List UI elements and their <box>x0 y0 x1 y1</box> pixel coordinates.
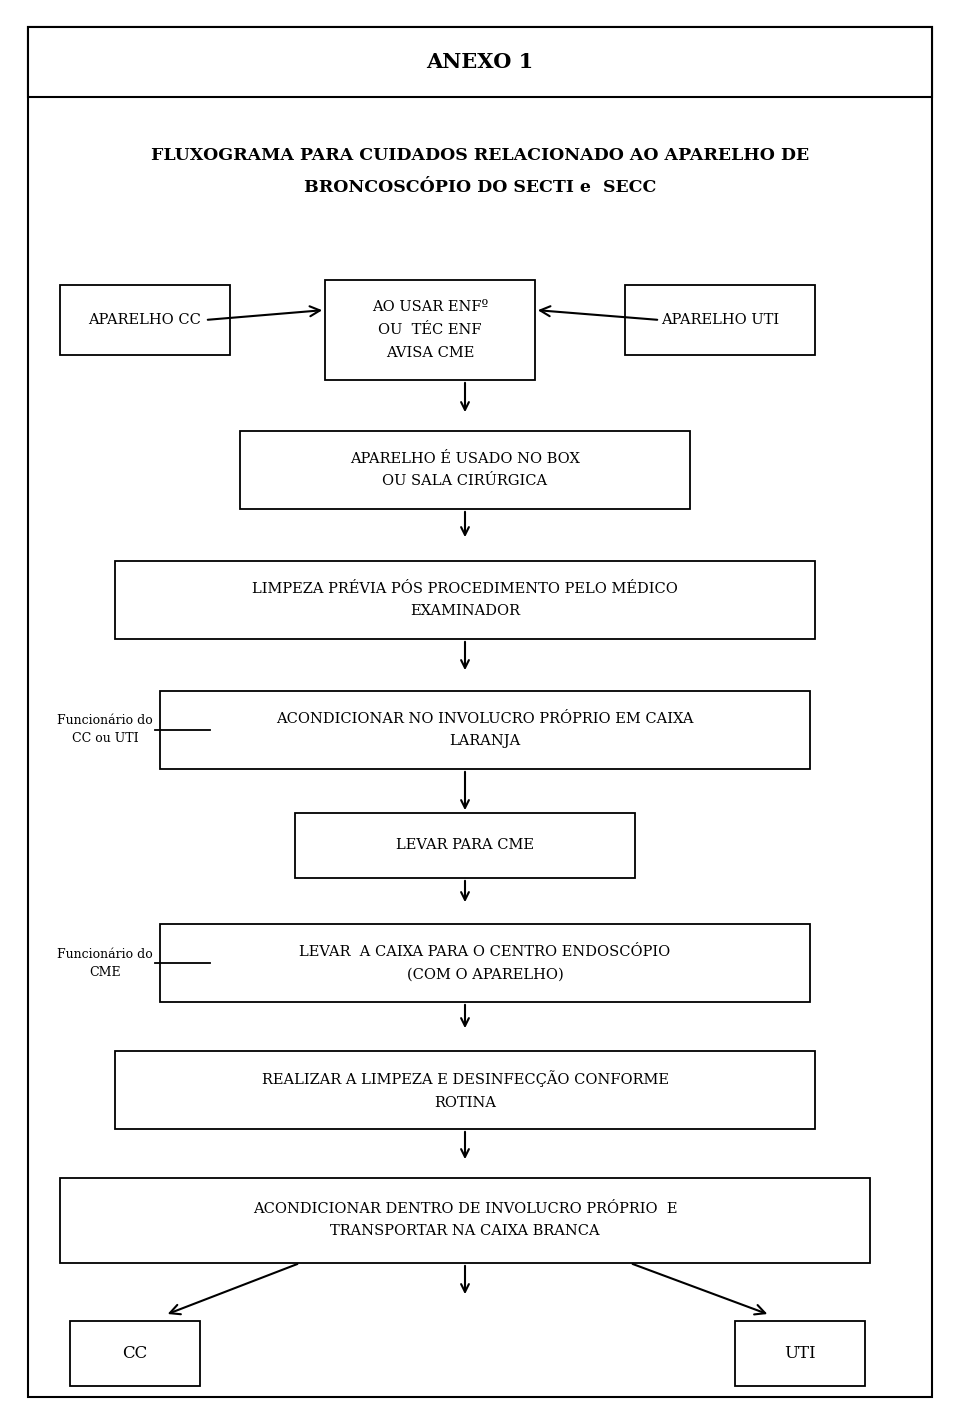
Text: BRONCOSCÓPIO DO SECTI e  SECC: BRONCOSCÓPIO DO SECTI e SECC <box>303 178 657 195</box>
Bar <box>70 1321 200 1385</box>
Bar <box>160 691 810 770</box>
Bar <box>28 27 932 97</box>
Bar <box>240 430 690 509</box>
Text: REALIZAR A LIMPEZA E DESINFECÇÃO CONFORME
ROTINA: REALIZAR A LIMPEZA E DESINFECÇÃO CONFORM… <box>261 1070 668 1110</box>
Text: APARELHO É USADO NO BOX
OU SALA CIRÚRGICA: APARELHO É USADO NO BOX OU SALA CIRÚRGIC… <box>350 452 580 489</box>
Text: APARELHO CC: APARELHO CC <box>88 314 202 326</box>
Bar <box>625 285 815 355</box>
Text: ANEXO 1: ANEXO 1 <box>426 51 534 73</box>
Bar <box>60 1177 870 1263</box>
Text: ACONDICIONAR NO INVOLUCRO PRÓPRIO EM CAIXA
LARANJA: ACONDICIONAR NO INVOLUCRO PRÓPRIO EM CAI… <box>276 711 694 748</box>
Bar <box>295 812 635 878</box>
Text: Funcionário do
CC ou UTI: Funcionário do CC ou UTI <box>58 714 153 745</box>
Bar <box>115 1052 815 1129</box>
Bar <box>160 923 810 1002</box>
Text: ACONDICIONAR DENTRO DE INVOLUCRO PRÓPRIO  E
TRANSPORTAR NA CAIXA BRANCA: ACONDICIONAR DENTRO DE INVOLUCRO PRÓPRIO… <box>252 1201 677 1238</box>
Text: Funcionário do
CME: Funcionário do CME <box>58 948 153 979</box>
Text: LEVAR PARA CME: LEVAR PARA CME <box>396 838 534 852</box>
Text: APARELHO UTI: APARELHO UTI <box>660 314 780 326</box>
Bar <box>735 1321 865 1385</box>
Text: AO USAR ENFº
OU  TÉC ENF
AVISA CME: AO USAR ENFº OU TÉC ENF AVISA CME <box>372 301 488 359</box>
Text: UTI: UTI <box>784 1345 816 1361</box>
Text: FLUXOGRAMA PARA CUIDADOS RELACIONADO AO APARELHO DE: FLUXOGRAMA PARA CUIDADOS RELACIONADO AO … <box>151 147 809 164</box>
Bar <box>60 285 230 355</box>
Text: LIMPEZA PRÉVIA PÓS PROCEDIMENTO PELO MÉDICO
EXAMINADOR: LIMPEZA PRÉVIA PÓS PROCEDIMENTO PELO MÉD… <box>252 581 678 618</box>
Text: LEVAR  A CAIXA PARA O CENTRO ENDOSCÓPIO
(COM O APARELHO): LEVAR A CAIXA PARA O CENTRO ENDOSCÓPIO (… <box>300 945 671 982</box>
Bar <box>115 561 815 638</box>
Text: CC: CC <box>122 1345 148 1361</box>
Bar <box>325 279 535 380</box>
